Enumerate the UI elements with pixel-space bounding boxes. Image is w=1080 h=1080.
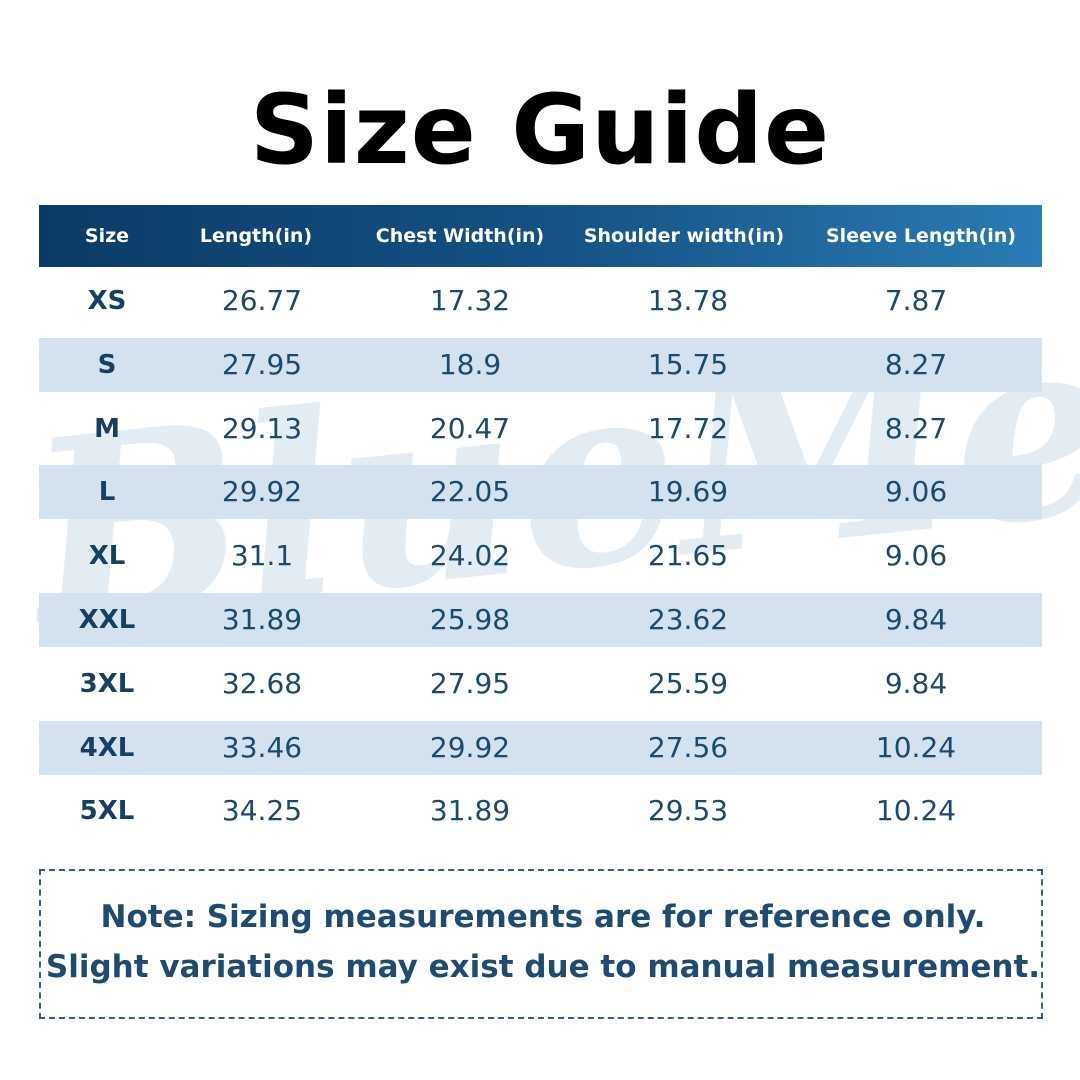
table-cell: 18.9 bbox=[438, 347, 502, 381]
table-cell: 13.78 bbox=[647, 284, 729, 317]
table-cell: 32.68 bbox=[221, 666, 303, 700]
size-label: XL bbox=[88, 541, 126, 572]
table-cell: 9.06 bbox=[884, 475, 948, 509]
table-cell: 25.98 bbox=[429, 603, 511, 636]
row-band bbox=[39, 593, 1042, 647]
table-cell: 15.75 bbox=[647, 347, 729, 381]
row-band bbox=[39, 337, 1042, 392]
table-cell: 27.56 bbox=[647, 730, 729, 764]
table-cell: 10.24 bbox=[875, 794, 957, 828]
size-label: XS bbox=[87, 286, 127, 316]
title: Size Guide bbox=[249, 74, 831, 186]
table-cell: 7.87 bbox=[884, 284, 948, 317]
note-line: Slight variations may exist due to manua… bbox=[45, 949, 1041, 985]
size-label: XXL bbox=[78, 605, 136, 635]
row-band bbox=[39, 465, 1042, 520]
table-cell: 10.24 bbox=[875, 730, 957, 764]
table-cell: 19.69 bbox=[647, 475, 729, 509]
column-header: Length(in) bbox=[199, 225, 313, 247]
table-header: Size Length(in) Chest Width(in) Shoulder wi… bbox=[39, 205, 1042, 267]
table-cell: 17.72 bbox=[647, 411, 729, 445]
column-header: Size bbox=[84, 225, 130, 247]
size-label: 4XL bbox=[79, 732, 135, 763]
column-header: Sleeve Length(in) bbox=[826, 225, 1016, 247]
table-cell: 8.27 bbox=[884, 411, 948, 445]
table-cell: 23.62 bbox=[647, 603, 729, 636]
size-label: L bbox=[98, 477, 116, 508]
table-cell: 29.53 bbox=[647, 794, 729, 828]
table-cell: 33.46 bbox=[221, 730, 303, 764]
table-cell: 31.89 bbox=[429, 794, 511, 828]
table-cell: 31.89 bbox=[221, 603, 303, 636]
note-box: Note: Sizing measurements are for refere… bbox=[39, 869, 1043, 1019]
table-cell: 29.13 bbox=[221, 411, 303, 445]
table-cell: 27.95 bbox=[429, 666, 511, 700]
table-cell: 26.77 bbox=[221, 284, 303, 317]
table-cell: 27.95 bbox=[221, 347, 303, 381]
size-label: 5XL bbox=[79, 796, 135, 827]
column-header: Chest Width(in) bbox=[375, 225, 545, 247]
table-cell: 9.84 bbox=[884, 666, 948, 700]
table-cell: 34.25 bbox=[221, 794, 303, 828]
table-cell: 31.1 bbox=[230, 539, 294, 573]
size-label: M bbox=[94, 413, 120, 444]
table-cell: 22.05 bbox=[429, 475, 511, 509]
table-cell: 20.47 bbox=[429, 411, 511, 445]
table-cell: 29.92 bbox=[221, 475, 303, 509]
size-label: 3XL bbox=[79, 668, 135, 699]
table-cell: 24.02 bbox=[429, 539, 511, 573]
table-cell: 25.59 bbox=[647, 666, 729, 700]
table-cell: 17.32 bbox=[429, 284, 511, 317]
row-band bbox=[39, 720, 1042, 775]
table-cell: 9.84 bbox=[884, 603, 948, 636]
column-header: Shoulder width(in) bbox=[583, 225, 785, 247]
size-label: S bbox=[97, 349, 117, 380]
note-line: Note: Sizing measurements are for refere… bbox=[100, 899, 986, 935]
table-cell: 9.06 bbox=[884, 539, 948, 573]
table-cell: 21.65 bbox=[647, 539, 729, 573]
table-cell: 29.92 bbox=[429, 730, 511, 764]
table-cell: 8.27 bbox=[884, 347, 948, 381]
